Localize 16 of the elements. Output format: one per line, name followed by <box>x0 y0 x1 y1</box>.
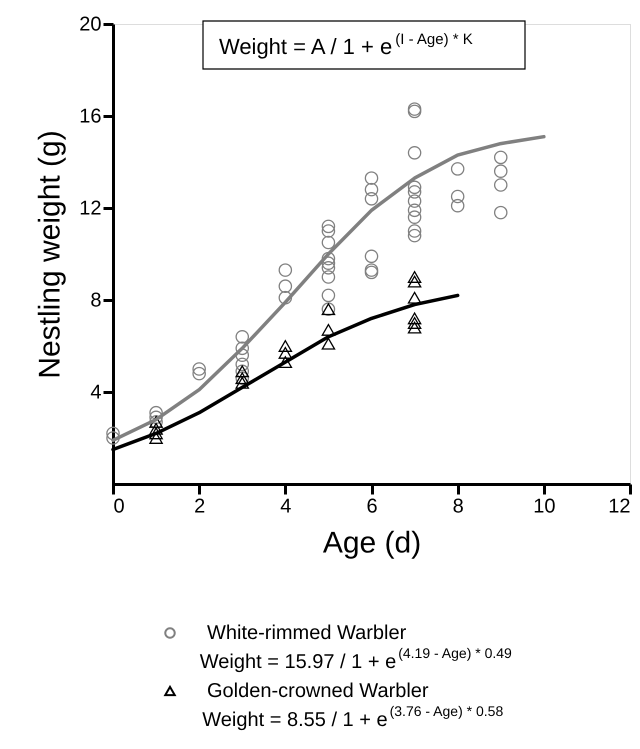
legend-label: White-rimmed Warbler <box>207 622 407 644</box>
x-axis-title: Age (d) <box>322 526 422 560</box>
x-tick-label: 0 <box>114 496 125 518</box>
y-tick-label: 16 <box>79 106 102 128</box>
y-tick-label: 12 <box>79 198 102 220</box>
x-tick-label: 8 <box>452 496 464 518</box>
x-tick-label: 10 <box>533 496 556 518</box>
x-tick-label: 2 <box>194 496 206 518</box>
y-tick-label: 20 <box>79 14 102 36</box>
x-tick-label: 12 <box>608 496 630 518</box>
x-tick-label: 6 <box>366 496 378 518</box>
y-tick-label: 4 <box>90 382 102 404</box>
y-axis-title: Nestling weight (g) <box>33 130 66 379</box>
legend-label: Golden-crowned Warbler <box>207 680 429 702</box>
x-tick-label: 4 <box>280 496 292 518</box>
y-tick-label: 8 <box>90 290 102 312</box>
